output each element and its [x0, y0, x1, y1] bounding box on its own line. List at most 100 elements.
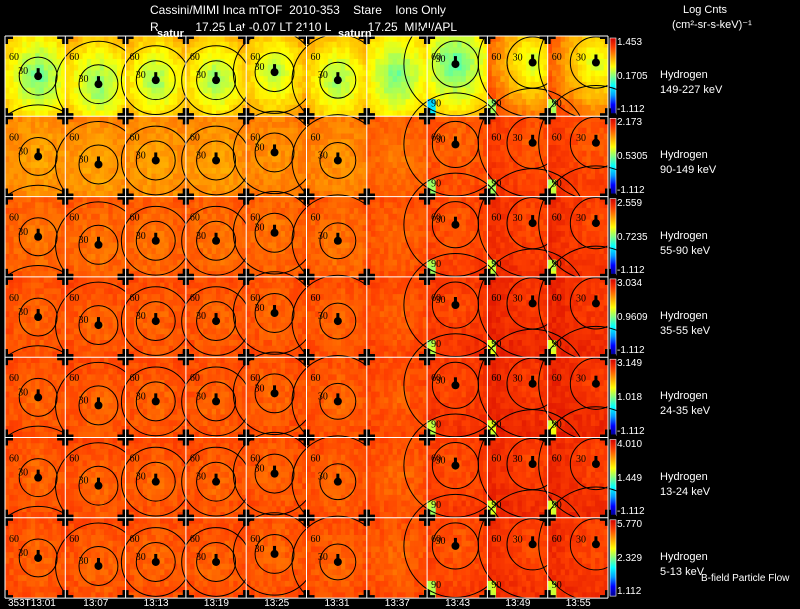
data-cell [603, 127, 609, 134]
data-cell [267, 156, 273, 163]
data-cell [349, 144, 355, 152]
data-cell [315, 179, 320, 186]
data-cell [556, 190, 562, 197]
data-cell [263, 185, 269, 192]
data-cell [185, 144, 191, 152]
data-cell [177, 259, 182, 266]
data-cell [603, 173, 609, 180]
data-cell [595, 156, 600, 163]
data-cell [194, 185, 200, 192]
data-cell [224, 76, 230, 83]
data-cell [590, 81, 596, 89]
data-cell [203, 156, 208, 163]
data-cell [91, 213, 96, 220]
data-cell [259, 58, 264, 66]
data-cell [112, 87, 118, 94]
data-cell [48, 127, 53, 134]
data-cell [121, 122, 126, 129]
data-cell [48, 110, 53, 117]
data-cell [65, 144, 71, 152]
data-cell [160, 41, 165, 48]
data-cell [237, 76, 243, 83]
data-cell [573, 81, 579, 89]
data-cell [539, 173, 544, 180]
data-cell [353, 179, 359, 186]
data-cell [138, 104, 144, 111]
data-cell [233, 167, 238, 175]
data-cell [483, 41, 488, 48]
data-cell [310, 162, 316, 169]
data-cell [573, 87, 579, 94]
data-cell [30, 190, 36, 197]
data-cell [237, 58, 243, 66]
data-cell [160, 213, 165, 220]
data-cell [69, 236, 75, 243]
data-cell [228, 81, 234, 89]
data-cell [396, 150, 402, 157]
data-cell [155, 93, 161, 100]
data-cell [440, 53, 445, 60]
data-cell [401, 87, 406, 94]
data-cell [267, 93, 273, 100]
data-cell [194, 127, 200, 134]
data-cell [586, 144, 592, 152]
data-cell [310, 99, 316, 106]
data-cell [336, 104, 342, 111]
data-cell [203, 104, 208, 111]
data-cell [211, 53, 217, 60]
data-cell [138, 116, 144, 123]
data-cell [65, 41, 71, 48]
data-cell [315, 41, 320, 48]
data-cell [582, 76, 587, 83]
data-cell [371, 122, 376, 129]
data-cell [340, 116, 346, 123]
data-cell [284, 139, 290, 146]
data-cell [590, 133, 596, 140]
data-cell [496, 64, 501, 71]
data-cell [181, 70, 187, 77]
data-cell [349, 173, 355, 180]
data-cell [384, 144, 389, 152]
data-cell [112, 185, 118, 192]
data-cell [405, 36, 411, 43]
data-cell [539, 185, 544, 192]
data-cell [564, 150, 570, 157]
data-cell [30, 70, 36, 77]
data-cell [487, 139, 493, 146]
data-cell [43, 253, 49, 261]
data-cell [569, 81, 574, 89]
data-cell [35, 144, 40, 152]
data-cell [224, 127, 230, 134]
data-cell [543, 58, 549, 66]
data-cell [30, 179, 36, 186]
data-cell [160, 36, 165, 43]
data-cell [69, 122, 75, 129]
data-cell [375, 53, 381, 60]
data-cell [86, 253, 92, 261]
data-cell [582, 64, 587, 71]
data-cell [125, 47, 131, 54]
data-cell [194, 202, 200, 209]
data-cell [99, 53, 105, 60]
data-cell [116, 150, 122, 157]
data-cell [155, 190, 161, 197]
data-cell [582, 167, 587, 175]
data-cell [78, 162, 83, 169]
data-cell [267, 64, 273, 71]
data-cell [69, 53, 75, 60]
data-cell [483, 64, 488, 71]
data-cell [151, 162, 157, 169]
data-cell [190, 173, 195, 180]
data-cell [401, 70, 406, 77]
data-cell [328, 133, 333, 140]
data-cell [500, 122, 506, 129]
data-cell [147, 81, 152, 89]
data-cell [353, 93, 359, 100]
data-cell [129, 76, 135, 83]
data-cell [409, 179, 415, 186]
data-cell [9, 144, 15, 152]
data-cell [52, 41, 58, 48]
data-cell [427, 185, 432, 192]
data-cell [332, 93, 338, 100]
data-cell [513, 150, 518, 157]
